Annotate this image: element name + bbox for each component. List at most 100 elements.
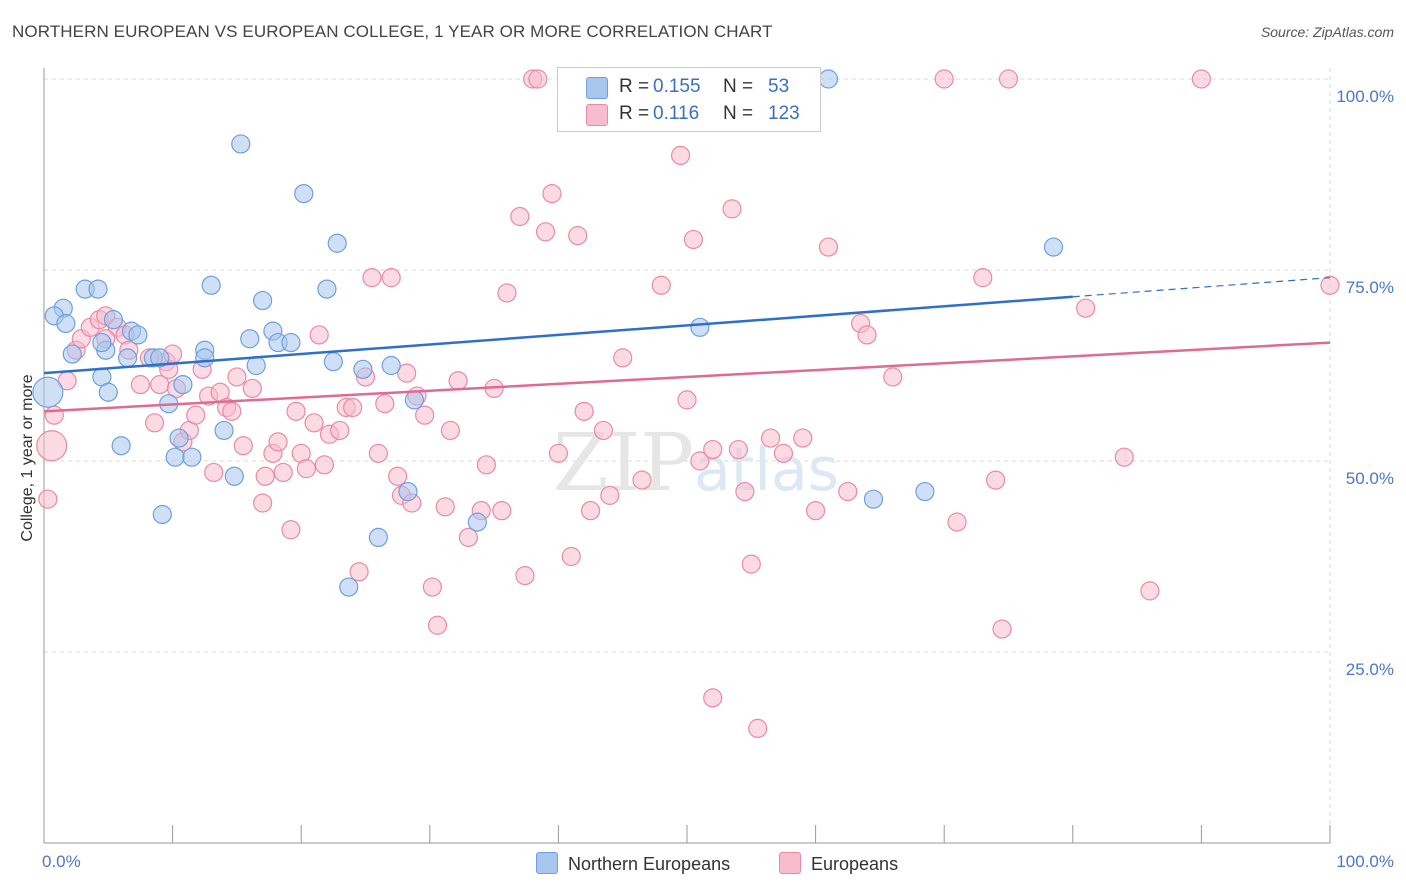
- northern-europeans-point: [201, 275, 221, 295]
- bottom-legend-label: Northern Europeans: [568, 854, 731, 874]
- europeans-point: [448, 371, 468, 391]
- europeans-point: [670, 145, 691, 165]
- europeans-point: [476, 455, 496, 475]
- europeans-point: [548, 443, 569, 463]
- europeans-point: [286, 401, 306, 421]
- europeans-point: [44, 405, 64, 425]
- europeans-point: [998, 69, 1019, 89]
- europeans-point: [818, 237, 839, 257]
- legend-n-value: 123: [768, 103, 800, 124]
- europeans-point: [368, 443, 388, 463]
- x-tick-label-max: 100.0%: [1336, 852, 1394, 871]
- northern-europeans-point: [398, 481, 418, 502]
- northern-europeans-point: [281, 332, 301, 353]
- europeans-point: [497, 283, 517, 303]
- trend-line-northern-europeans-extension: [1072, 277, 1331, 298]
- europeans-point: [253, 493, 273, 513]
- northern-europeans-point: [117, 348, 138, 368]
- northern-europeans-point: [327, 233, 347, 253]
- y-axis-label: College, 1 year or more: [19, 374, 36, 542]
- europeans-point: [683, 229, 704, 250]
- europeans-point: [947, 512, 967, 532]
- northern-europeans-point: [111, 436, 131, 456]
- northern-europeans-point: [1043, 237, 1064, 257]
- northern-europeans-point: [863, 489, 884, 509]
- europeans-point: [992, 619, 1012, 639]
- europeans-point: [838, 481, 858, 502]
- stats-legend: R = 0.155 N = 53 R = 0.116 N = 123: [557, 67, 821, 132]
- europeans-point: [314, 455, 334, 475]
- northern-europeans-point: [818, 69, 839, 89]
- europeans-point: [330, 420, 350, 441]
- northern-europeans-point: [353, 359, 373, 379]
- europeans-point: [690, 451, 710, 471]
- europeans-point: [677, 390, 697, 410]
- y-tick-label: 75.0%: [1345, 278, 1394, 297]
- northern-europeans-point: [103, 310, 124, 330]
- legend-swatch-pink: [586, 104, 608, 126]
- europeans-point: [805, 501, 826, 521]
- europeans-point: [38, 489, 58, 509]
- europeans-point: [1191, 69, 1212, 89]
- europeans-point: [580, 501, 601, 521]
- europeans-point: [381, 268, 401, 288]
- northern-europeans-point: [169, 428, 189, 448]
- bottom-legend-label: Europeans: [811, 854, 899, 874]
- europeans-point: [973, 268, 993, 288]
- legend-n-value: 53: [768, 76, 790, 97]
- y-tick-label: 25.0%: [1345, 660, 1394, 679]
- northern-europeans-point: [32, 376, 64, 408]
- europeans-point: [1320, 275, 1340, 295]
- northern-europeans-point: [246, 355, 266, 376]
- europeans-point: [349, 562, 369, 582]
- legend-r-label: R =: [619, 103, 650, 124]
- europeans-point: [343, 397, 363, 418]
- northern-europeans-point: [294, 184, 314, 204]
- northern-europeans-point: [339, 577, 359, 597]
- northern-europeans-point: [323, 352, 343, 372]
- northern-europeans-point: [381, 355, 401, 376]
- northern-europeans-point: [690, 317, 710, 337]
- northern-europeans-point: [92, 332, 112, 353]
- europeans-point: [440, 420, 460, 441]
- europeans-point: [986, 470, 1006, 490]
- trend-line-europeans: [43, 341, 1331, 413]
- europeans-point: [186, 405, 206, 425]
- northern-europeans-point: [368, 527, 388, 548]
- europeans-point: [36, 430, 68, 462]
- europeans-point: [883, 367, 903, 387]
- series-northern-europeans: [32, 69, 1064, 597]
- europeans-point: [703, 688, 723, 708]
- legend-r-value: 0.155: [653, 76, 701, 97]
- europeans-point: [1076, 298, 1096, 318]
- northern-europeans-point: [467, 512, 487, 532]
- bottom-legend-swatch-blue: [536, 852, 558, 874]
- europeans-point: [1140, 581, 1160, 601]
- series-europeans: [36, 69, 1340, 739]
- y-tick-label: 50.0%: [1345, 469, 1394, 488]
- europeans-point: [593, 420, 614, 441]
- europeans-point: [703, 439, 723, 460]
- europeans-point: [458, 527, 478, 548]
- europeans-point: [242, 378, 262, 399]
- northern-europeans-point: [253, 290, 273, 311]
- northern-europeans-point: [56, 313, 76, 334]
- northern-europeans-point: [173, 375, 193, 395]
- northern-europeans-point: [165, 447, 185, 467]
- europeans-point: [415, 405, 435, 425]
- europeans-point: [492, 501, 512, 521]
- europeans-point: [748, 718, 768, 739]
- northern-europeans-point: [214, 420, 234, 441]
- europeans-point: [204, 462, 224, 483]
- europeans-point: [281, 520, 301, 540]
- europeans-point: [728, 439, 749, 460]
- europeans-point: [233, 436, 253, 456]
- northern-europeans-point: [404, 390, 424, 410]
- trend-lines: [43, 277, 1331, 413]
- europeans-point: [515, 565, 535, 586]
- europeans-point: [255, 466, 275, 486]
- europeans-point: [397, 363, 417, 383]
- europeans-point: [574, 401, 594, 421]
- northern-europeans-point: [231, 134, 251, 154]
